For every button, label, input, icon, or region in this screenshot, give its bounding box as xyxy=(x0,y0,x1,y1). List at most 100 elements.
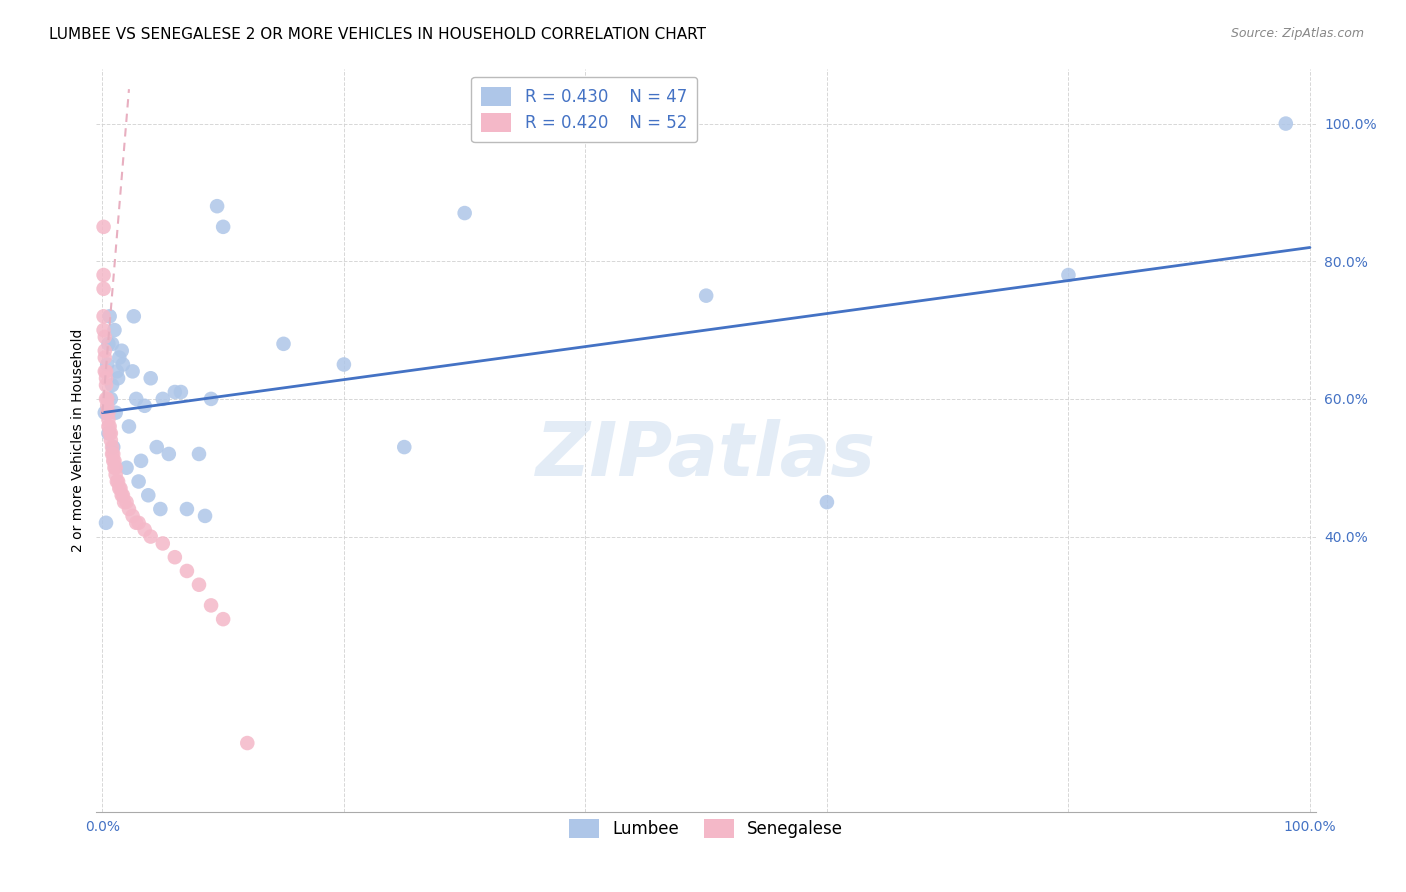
Point xyxy=(134,399,156,413)
Point xyxy=(200,392,222,406)
Point xyxy=(695,288,717,302)
Point xyxy=(103,323,125,337)
Text: LUMBEE VS SENEGALESE 2 OR MORE VEHICLES IN HOUSEHOLD CORRELATION CHART: LUMBEE VS SENEGALESE 2 OR MORE VEHICLES … xyxy=(49,27,706,42)
Point xyxy=(97,426,120,441)
Point xyxy=(105,364,128,378)
Point xyxy=(163,550,186,565)
Point xyxy=(149,502,172,516)
Point xyxy=(94,516,117,530)
Point xyxy=(134,523,156,537)
Point xyxy=(125,392,148,406)
Legend: Lumbee, Senegalese: Lumbee, Senegalese xyxy=(562,812,851,845)
Point xyxy=(453,206,475,220)
Point xyxy=(188,447,211,461)
Point xyxy=(104,406,127,420)
Point xyxy=(103,440,125,454)
Point xyxy=(212,612,235,626)
Point xyxy=(103,460,125,475)
Point xyxy=(205,199,228,213)
Point xyxy=(94,392,117,406)
Point xyxy=(176,502,198,516)
Point xyxy=(111,488,134,502)
Point xyxy=(94,351,117,365)
Point xyxy=(93,282,115,296)
Point xyxy=(103,454,125,468)
Point xyxy=(100,433,122,447)
Text: Source: ZipAtlas.com: Source: ZipAtlas.com xyxy=(1230,27,1364,40)
Point xyxy=(94,364,117,378)
Point xyxy=(1275,117,1298,131)
Point xyxy=(100,392,122,406)
Point xyxy=(103,454,125,468)
Point xyxy=(152,536,174,550)
Point xyxy=(104,467,127,482)
Point xyxy=(96,399,118,413)
Text: ZIPatlas: ZIPatlas xyxy=(536,418,876,491)
Point xyxy=(94,364,117,378)
Point xyxy=(96,406,118,420)
Point xyxy=(96,392,118,406)
Point xyxy=(100,426,122,441)
Y-axis label: 2 or more Vehicles in Household: 2 or more Vehicles in Household xyxy=(72,328,86,552)
Point xyxy=(139,530,162,544)
Point xyxy=(93,219,115,234)
Point xyxy=(105,475,128,489)
Point xyxy=(111,488,134,502)
Point xyxy=(121,508,143,523)
Point xyxy=(122,310,145,324)
Point xyxy=(94,378,117,392)
Point xyxy=(115,460,138,475)
Point xyxy=(125,516,148,530)
Point xyxy=(112,495,135,509)
Point xyxy=(97,412,120,426)
Point xyxy=(128,475,150,489)
Point xyxy=(108,482,131,496)
Point xyxy=(394,440,416,454)
Point xyxy=(93,268,115,282)
Point xyxy=(103,447,125,461)
Point xyxy=(273,336,295,351)
Point xyxy=(212,219,235,234)
Point xyxy=(98,426,121,441)
Point xyxy=(139,371,162,385)
Point xyxy=(815,495,838,509)
Point xyxy=(107,475,129,489)
Point xyxy=(101,440,124,454)
Point xyxy=(152,392,174,406)
Point xyxy=(176,564,198,578)
Point xyxy=(163,384,186,399)
Point xyxy=(94,330,117,344)
Point xyxy=(170,384,193,399)
Point xyxy=(94,343,117,358)
Point xyxy=(111,343,134,358)
Point xyxy=(121,364,143,378)
Point xyxy=(94,406,117,420)
Point xyxy=(157,447,180,461)
Point xyxy=(101,447,124,461)
Point xyxy=(97,406,120,420)
Point xyxy=(107,371,129,385)
Point xyxy=(104,460,127,475)
Point xyxy=(98,419,121,434)
Point xyxy=(108,351,131,365)
Point xyxy=(111,358,134,372)
Point xyxy=(93,323,115,337)
Point xyxy=(145,440,167,454)
Point xyxy=(97,336,120,351)
Point xyxy=(98,310,121,324)
Point xyxy=(1057,268,1080,282)
Point xyxy=(115,495,138,509)
Point xyxy=(118,502,141,516)
Point xyxy=(94,371,117,385)
Point xyxy=(93,310,115,324)
Point xyxy=(136,488,159,502)
Point xyxy=(96,358,118,372)
Point xyxy=(128,516,150,530)
Point xyxy=(236,736,259,750)
Point xyxy=(110,482,132,496)
Point xyxy=(200,599,222,613)
Point xyxy=(333,358,356,372)
Point xyxy=(129,454,152,468)
Point xyxy=(101,378,124,392)
Point xyxy=(188,578,211,592)
